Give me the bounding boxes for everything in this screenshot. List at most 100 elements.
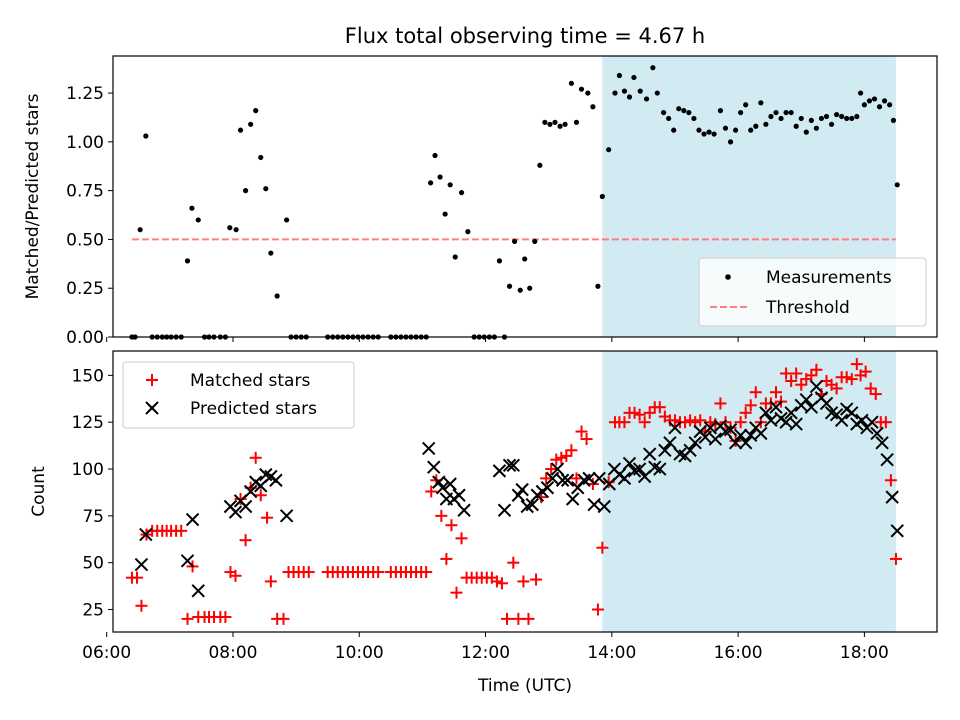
measurement-point	[274, 293, 280, 299]
measurement-point	[532, 238, 538, 244]
predicted-star-point	[784, 406, 798, 420]
measurement-point	[793, 123, 799, 129]
measurement-point	[599, 193, 605, 200]
matched-star-point	[653, 401, 666, 414]
measurement-point	[844, 115, 850, 122]
measurement-point	[763, 121, 769, 127]
measurement-point	[753, 123, 759, 129]
count-panel-legend: Matched stars Predicted stars	[122, 361, 355, 429]
predicted-star-point	[708, 432, 723, 446]
measurement-point	[552, 119, 558, 125]
top-y-tick-label: 0.25	[66, 279, 104, 299]
matched-star-point	[864, 382, 877, 395]
matched-star-point	[495, 577, 508, 590]
measurement-point	[268, 250, 274, 256]
predicted-star-point	[279, 509, 294, 523]
measurement-point	[189, 205, 195, 211]
predicted-star-point	[865, 415, 879, 429]
measurement-point	[783, 109, 789, 116]
x-tick-label: 16:00	[714, 643, 763, 663]
matched-star-point	[219, 611, 232, 624]
predicted-star-point	[452, 488, 466, 502]
matched-star-point	[135, 599, 148, 612]
matched-star-point	[545, 463, 558, 476]
ratio-panel: 0.00 0.25 0.50 0.75 1.00 1.25 Matched/Predict…	[23, 55, 938, 348]
matched-star-point	[445, 519, 458, 532]
measurement-point	[866, 98, 873, 104]
measurement-point	[612, 90, 618, 96]
predicted-star-point	[228, 505, 243, 519]
measurement-point	[849, 115, 855, 122]
predicted-star-point	[809, 379, 824, 394]
measurement-point	[773, 109, 779, 116]
predicted-star-point	[497, 503, 512, 517]
predicted-star-point	[515, 482, 529, 497]
matched-star-point	[628, 406, 641, 419]
measurement-point	[696, 127, 702, 133]
predicted-star-point	[658, 443, 672, 457]
ratio-panel-legend: Measurements Threshold	[698, 257, 927, 327]
top-y-tick-label: 1.25	[66, 84, 104, 104]
predicted-star-point	[890, 524, 904, 538]
matched-star-point	[780, 367, 793, 380]
matched-star-point	[455, 532, 468, 545]
measurement-point	[711, 131, 717, 137]
predicted-star-point	[134, 557, 149, 572]
predicted-star-point	[443, 477, 457, 491]
measurement-point	[248, 121, 254, 127]
matched-star-point	[575, 425, 588, 438]
ratio-panel-y-axis-label: Matched/Predicted stars	[23, 93, 43, 299]
predicted-star-point	[653, 462, 667, 476]
matched-star-point	[435, 509, 448, 522]
predicted-star-point	[582, 471, 596, 486]
measurement-point	[727, 139, 734, 145]
measurement-point	[233, 227, 239, 233]
matched-star-point	[879, 416, 892, 429]
predicted-star-point	[540, 481, 555, 495]
predicted-star-point	[723, 422, 738, 437]
legend-predicted-marker	[145, 401, 159, 415]
measurement-point	[626, 94, 633, 100]
matched-star-point	[591, 603, 604, 616]
legend-matched-label: Matched stars	[190, 371, 310, 391]
measurement-point	[701, 131, 707, 137]
measurement-point	[890, 117, 897, 123]
measurement-point	[813, 125, 819, 131]
top-y-tick-label: 1.00	[66, 133, 104, 153]
count-panel-y-axis-label: Count	[29, 466, 49, 517]
top-y-tick-label: 0.75	[66, 182, 104, 202]
matched-star-point	[810, 363, 823, 376]
predicted-star-point	[759, 406, 773, 420]
matched-star-point	[795, 378, 808, 391]
matched-star-point	[234, 492, 247, 505]
predicted-star-point	[663, 436, 677, 450]
predicted-star-point	[870, 426, 884, 441]
measurement-point	[823, 113, 830, 120]
measurement-point	[573, 119, 580, 125]
measurement-point	[517, 287, 523, 293]
measurement-point	[263, 186, 269, 192]
predicted-star-point	[597, 499, 611, 514]
matched-star-point	[744, 399, 757, 412]
x-tick-label: 12:00	[461, 643, 510, 663]
matched-star-point	[550, 453, 563, 466]
measurement-point	[606, 147, 612, 153]
matched-star-point	[785, 374, 798, 387]
matched-star-point	[830, 382, 843, 395]
measurement-point	[803, 129, 809, 135]
matched-star-point	[790, 367, 803, 380]
matched-star-point	[704, 416, 717, 429]
predicted-star-point	[688, 436, 702, 450]
measurement-point	[717, 108, 724, 114]
predicted-star-point	[435, 481, 450, 495]
predicted-star-point	[492, 464, 507, 478]
measurement-point	[881, 98, 888, 104]
matched-star-point	[580, 433, 593, 446]
predicted-star-point	[269, 473, 283, 487]
measurement-point	[854, 113, 860, 120]
measurement-point	[458, 189, 465, 196]
matched-star-point	[643, 406, 656, 419]
matched-star-point	[633, 408, 646, 421]
measurement-point	[857, 90, 864, 96]
measurement-point	[861, 102, 867, 108]
